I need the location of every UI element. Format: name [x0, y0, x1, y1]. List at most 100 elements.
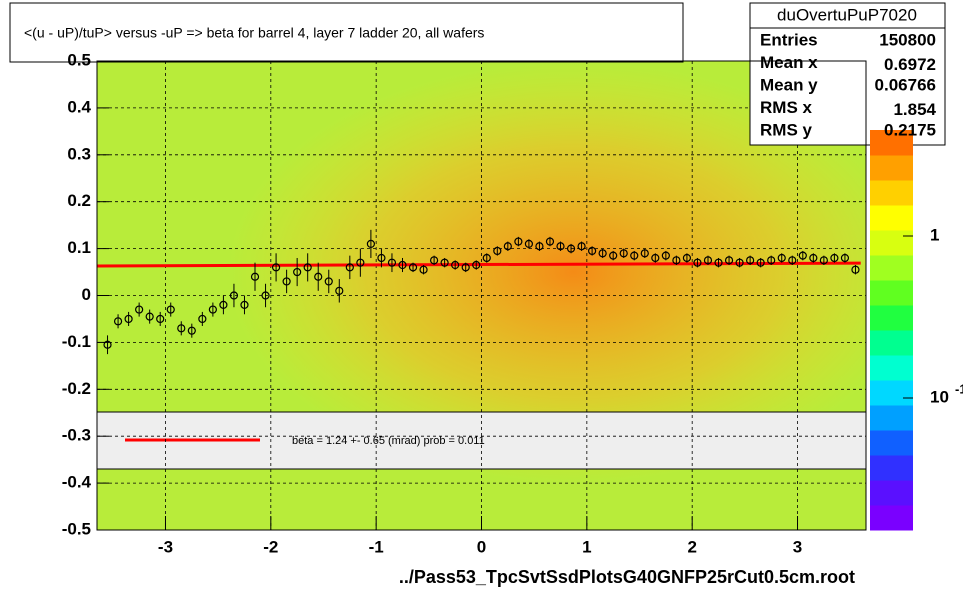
z-tick-label: 1: [930, 225, 939, 244]
plot-frame: [96, 60, 867, 531]
palette-cell: [870, 155, 913, 181]
data-point: [240, 300, 249, 309]
data-point: [788, 256, 797, 265]
data-point: [809, 253, 818, 263]
data-point: [366, 239, 375, 249]
z-tick-label: 10: [930, 387, 949, 406]
palette-cell: [870, 405, 913, 431]
data-point: [661, 251, 670, 260]
data-point: [598, 249, 607, 258]
y-tick-label: 0.2: [67, 191, 91, 210]
data-point: [840, 253, 850, 263]
x-tick-label: 1: [582, 537, 591, 556]
fit-line: [96, 261, 861, 268]
data-point: [145, 312, 154, 321]
data-point: [640, 249, 649, 258]
data-point: [124, 314, 133, 324]
x-tick-label: -3: [158, 537, 173, 556]
data-point: [609, 251, 618, 260]
y-tick-label: -0.5: [62, 519, 91, 538]
y-tick-label: 0.1: [67, 238, 91, 257]
data-point: [651, 253, 660, 263]
palette-cell: [870, 280, 913, 306]
palette-cell: [870, 230, 913, 256]
palette-cell: [870, 305, 913, 331]
y-tick-label: -0.1: [62, 332, 91, 351]
palette-cell: [870, 505, 913, 531]
data-point: [482, 253, 491, 263]
data-point: [335, 286, 344, 295]
palette-cell: [870, 380, 913, 406]
data-point: [588, 246, 597, 256]
data-point: [830, 253, 839, 263]
data-point: [535, 242, 544, 251]
stats-box: [749, 2, 946, 146]
x-tick-label: 2: [687, 537, 696, 556]
data-point: [135, 305, 144, 314]
palette-cell: [870, 330, 913, 356]
data-point: [756, 258, 765, 267]
stats-label: Mean y: [760, 75, 818, 94]
data-point: [166, 305, 175, 314]
data-point: [103, 340, 112, 349]
data-point: [398, 260, 407, 270]
data-point: [545, 237, 555, 246]
data-point: [461, 263, 470, 272]
title-box: [9, 2, 684, 63]
y-tick-label: 0: [82, 285, 91, 304]
x-tick-label: -2: [263, 537, 278, 556]
stats-value: 0.6972: [884, 55, 936, 74]
data-point: [767, 256, 776, 265]
palette-cell: [870, 355, 913, 381]
data-point: [672, 256, 681, 265]
data-point: [703, 256, 713, 265]
data-point: [177, 324, 186, 333]
data-point: [387, 258, 397, 267]
x-tick-label: 3: [793, 537, 802, 556]
data-point: [746, 256, 755, 265]
palette-cell: [870, 255, 913, 281]
data-point: [577, 242, 586, 251]
data-point: [314, 272, 323, 281]
data-point: [514, 237, 523, 246]
x-axis-label: ../Pass53_TpcSvtSsdPlotsG40GNFP25rCut0.5…: [399, 567, 855, 587]
stats-value: 0.2175: [884, 120, 936, 139]
data-point: [735, 258, 744, 267]
palette-cell: [870, 180, 913, 206]
data-point: [619, 249, 628, 258]
stats-label: RMS x: [760, 98, 813, 117]
data-point: [345, 263, 354, 272]
data-point: [682, 253, 692, 263]
data-point: [356, 258, 365, 267]
data-point: [493, 246, 502, 256]
y-tick-label: -0.3: [62, 426, 91, 445]
data-point: [566, 244, 576, 253]
data-point: [293, 267, 302, 277]
data-point: [324, 277, 333, 286]
data-point: [798, 251, 807, 260]
y-tick-label: -0.2: [62, 379, 91, 398]
data-point: [524, 239, 534, 249]
data-point: [451, 260, 460, 270]
stats-label: RMS y: [760, 120, 813, 139]
data-point: [819, 256, 828, 265]
data-point: [303, 263, 312, 272]
y-tick-label: -0.4: [62, 473, 92, 492]
data-point: [419, 265, 428, 274]
x-tick-label: 0: [477, 537, 486, 556]
palette-cell: [870, 480, 913, 506]
data-point: [440, 258, 449, 267]
data-point: [208, 305, 217, 314]
stats-name: duOvertuPuP7020: [777, 5, 917, 24]
z-tick-exponent: -1: [955, 381, 963, 396]
data-point: [777, 253, 786, 263]
data-point: [630, 251, 639, 260]
data-point: [693, 258, 702, 267]
data-point: [271, 263, 281, 272]
stats-label: Entries: [760, 30, 818, 49]
palette-cell: [870, 205, 913, 231]
legend-text: beta = 1.24 +- 0.65 (mrad) prob = 0.011: [292, 435, 485, 447]
x-tick-label: -1: [369, 537, 384, 556]
stats-value: 150800: [879, 30, 936, 49]
